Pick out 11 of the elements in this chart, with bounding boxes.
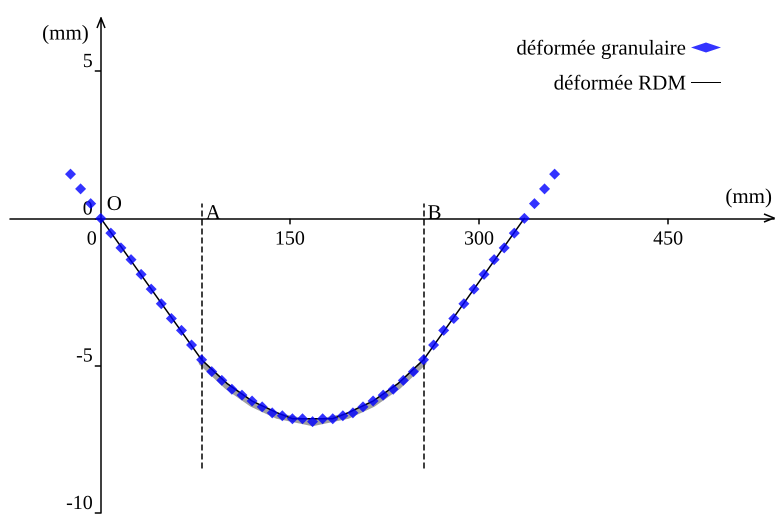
legend-label: déformée RDM: [554, 70, 686, 94]
y-tick-label: 5: [82, 50, 93, 72]
y-axis-title: (mm): [42, 20, 89, 44]
y-tick-label: -10: [66, 492, 93, 514]
x-tick-label: 450: [653, 227, 684, 250]
legend-label: déformée granulaire: [516, 36, 686, 60]
y-tick-label: -5: [76, 344, 93, 367]
x-tick-label: 300: [464, 227, 494, 250]
annotation: O: [106, 190, 122, 215]
x-axis-title: (mm): [725, 184, 772, 208]
x-tick-label: 150: [274, 227, 305, 250]
